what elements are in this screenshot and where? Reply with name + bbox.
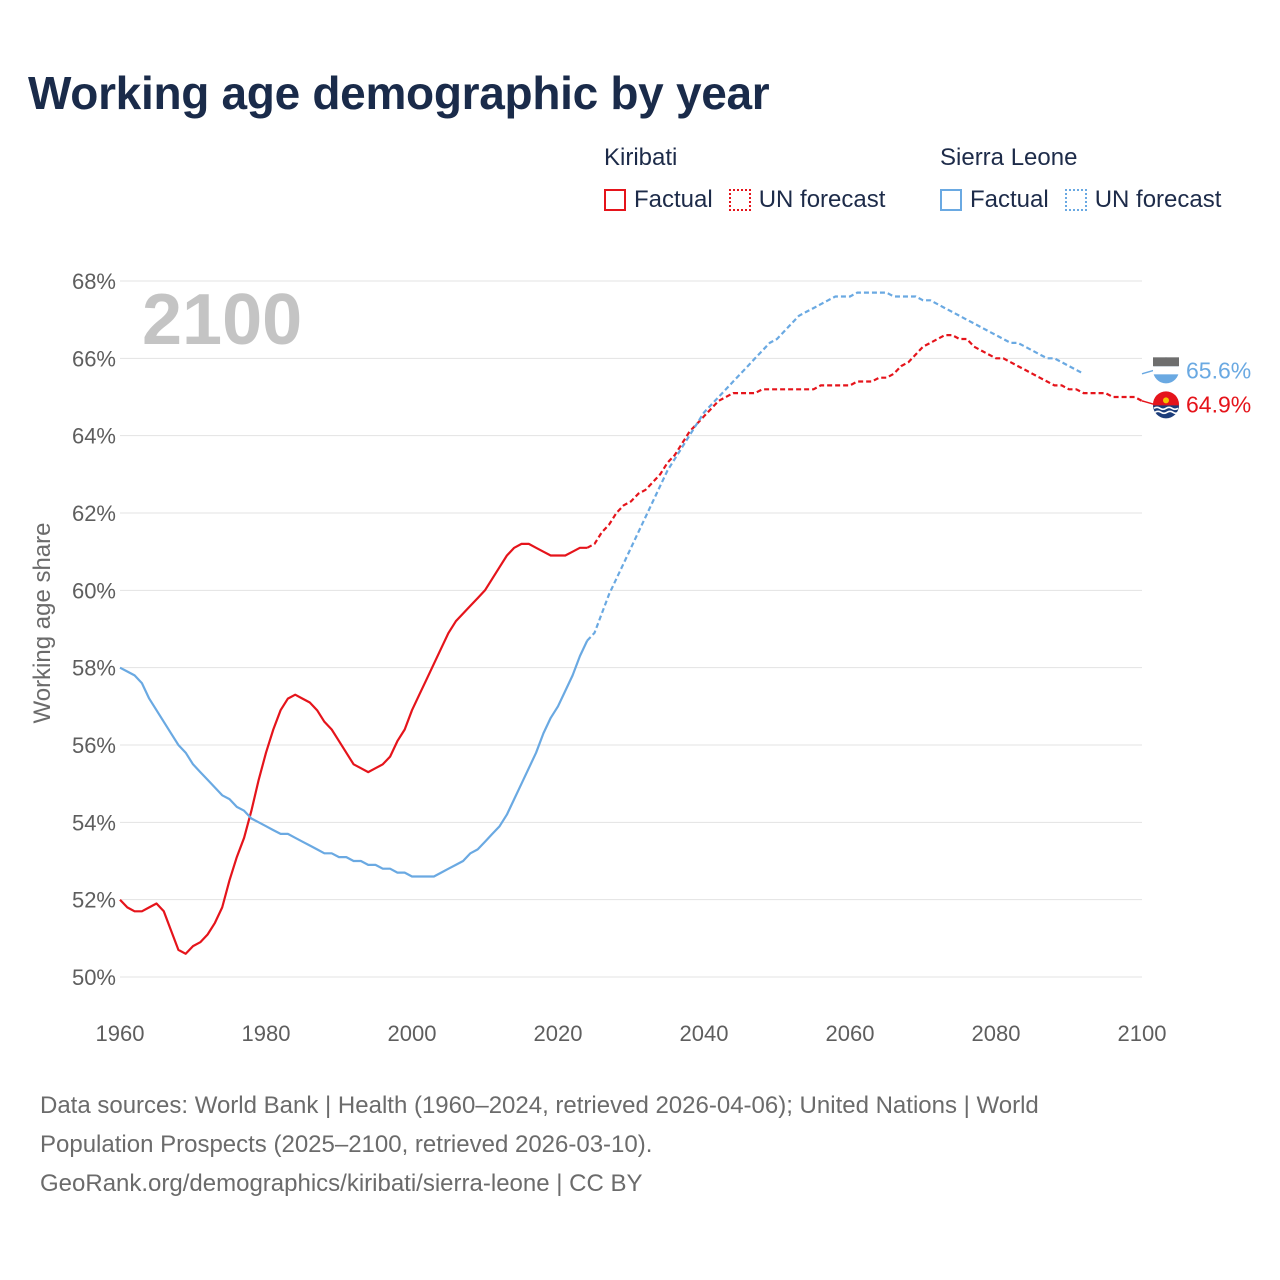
- x-tick-label: 2060: [826, 1021, 875, 1046]
- source-line-2: Population Prospects (2025–2100, retriev…: [40, 1131, 653, 1158]
- legend-label: Factual: [634, 186, 713, 213]
- line-chart: 2100 50% 52% 54% 56% 58% 60% 62% 64% 66% 68% 1960…: [29, 269, 1251, 1046]
- end-connector-sierra-leone: [1141, 369, 1155, 375]
- legend-swatch-dotted: [1064, 189, 1087, 211]
- legend-item-sierra-leone-forecast[interactable]: UN forecast: [1064, 186, 1222, 214]
- y-tick-label: 56%: [72, 733, 116, 758]
- chart-title: Working age demographic by year: [28, 67, 770, 119]
- x-tick-label: 2000: [388, 1021, 437, 1046]
- legend-swatch-solid: [604, 189, 626, 211]
- x-tick-label: 2100: [1118, 1021, 1167, 1046]
- y-tick-label: 64%: [72, 424, 116, 449]
- end-value-label-sierra-leone: 65.6%: [1186, 357, 1251, 383]
- kiribati-flag-icon: [1153, 391, 1179, 419]
- legend-label: UN forecast: [1094, 186, 1222, 213]
- flag-wave: [1154, 410, 1179, 415]
- legend-group-sierra-leone: Sierra Leone Factual UN forecast: [940, 144, 1237, 214]
- sierra-leone-flag-icon: [1153, 357, 1179, 384]
- source-line-3[interactable]: GeoRank.org/demographics/kiribati/sierra…: [40, 1170, 643, 1197]
- legend-group-name: Sierra Leone: [940, 144, 1078, 171]
- x-tick-label: 1960: [96, 1021, 145, 1046]
- source-line-1: Data sources: World Bank | Health (1960–…: [40, 1092, 1039, 1119]
- y-tick-label: 54%: [72, 810, 116, 835]
- year-watermark: 2100: [142, 280, 302, 360]
- legend-swatch-solid: [940, 189, 962, 211]
- y-tick-label: 68%: [72, 269, 116, 294]
- legend-item-kiribati-factual[interactable]: Factual: [604, 186, 713, 214]
- series-line-sierra-leone-forecast: [586, 291, 1085, 642]
- end-connector-kiribati: [1141, 400, 1155, 406]
- series-line-sierra-leone-factual: [119, 640, 589, 878]
- legend-item-sierra-leone-factual[interactable]: Factual: [940, 186, 1049, 214]
- y-tick-label: 58%: [72, 656, 116, 681]
- source-note: Data sources: World Bank | Health (1960–…: [40, 1086, 1240, 1203]
- series-line-kiribati-forecast: [586, 334, 1143, 549]
- legend-swatch-dotted: [728, 189, 751, 211]
- end-value-label-kiribati: 64.9%: [1186, 391, 1251, 417]
- y-tick-label: 62%: [72, 501, 116, 526]
- legend-label: Factual: [970, 186, 1049, 213]
- legend-group-kiribati: Kiribati Factual UN forecast: [604, 144, 901, 214]
- legend-item-kiribati-forecast[interactable]: UN forecast: [728, 186, 886, 214]
- y-tick-label: 60%: [72, 578, 116, 603]
- flag-sun: [1163, 397, 1169, 404]
- x-tick-label: 2020: [534, 1021, 583, 1046]
- flag-stripe-middle: [1153, 366, 1179, 375]
- y-tick-label: 50%: [72, 965, 116, 990]
- legend-group-name: Kiribati: [604, 144, 678, 171]
- x-tick-label: 2040: [680, 1021, 729, 1046]
- x-tick-label: 2080: [972, 1021, 1021, 1046]
- flag-wave: [1153, 406, 1179, 411]
- y-tick-label: 66%: [72, 346, 116, 371]
- series-line-kiribati-factual: [119, 542, 588, 955]
- y-axis-label: Working age share: [29, 523, 56, 724]
- legend-label: UN forecast: [758, 186, 886, 213]
- flag-stripe-top: [1153, 357, 1179, 367]
- x-tick-label: 1980: [242, 1021, 291, 1046]
- y-tick-label: 52%: [72, 888, 116, 913]
